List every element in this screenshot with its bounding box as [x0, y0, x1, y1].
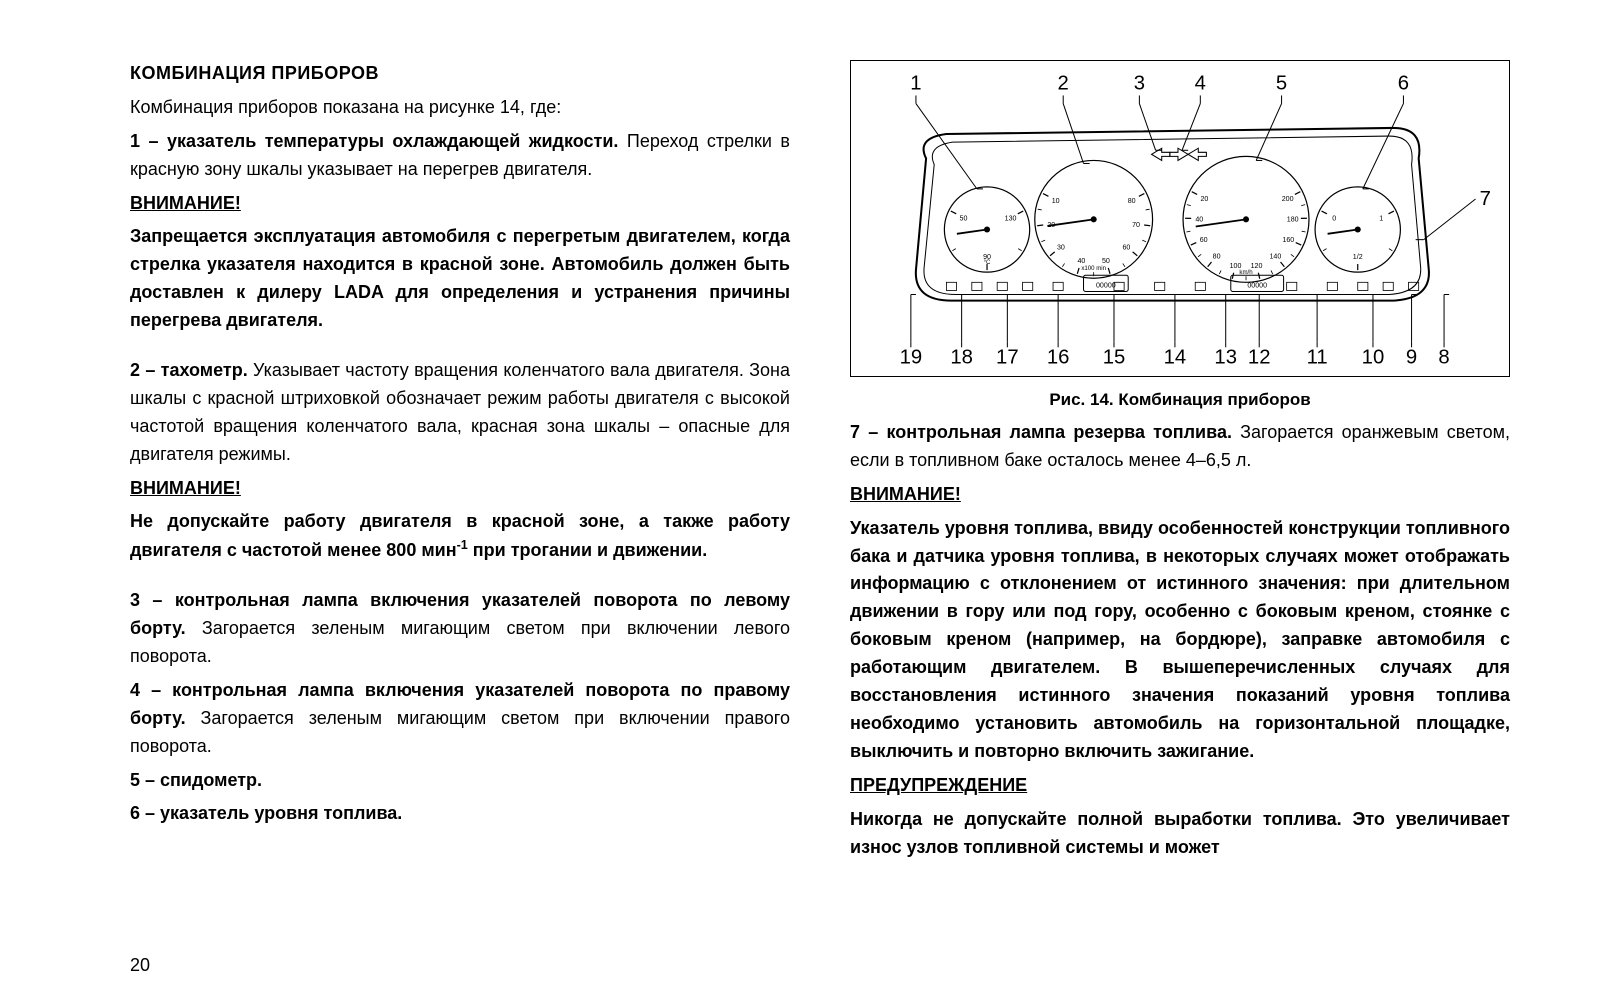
svg-text:30: 30 [1057, 244, 1065, 252]
warning-body: Никогда не допускайте полной выработки т… [850, 806, 1510, 862]
cluster-svg: 5090130°C1020304050607080x100 min2040608… [855, 67, 1505, 372]
item-7-label: 7 – контрольная лампа резерва топлива. [850, 422, 1232, 442]
svg-text:14: 14 [1164, 347, 1187, 369]
attention-2-label: ВНИМАНИЕ! [130, 475, 790, 503]
svg-text:40: 40 [1195, 216, 1203, 224]
svg-text:00000: 00000 [1247, 281, 1267, 289]
svg-text:8: 8 [1438, 347, 1449, 369]
item-1: 1 – указатель температуры охлаждающей жи… [130, 128, 790, 184]
instrument-cluster-figure: 5090130°C1020304050607080x100 min2040608… [850, 60, 1510, 377]
intro-text: Комбинация приборов показана на рисунке … [130, 94, 790, 122]
svg-text:50: 50 [1102, 257, 1110, 265]
attention-1-label: ВНИМАНИЕ! [130, 190, 790, 218]
item-5: 5 – спидометр. [130, 767, 790, 795]
item-3: 3 – контрольная лампа включения указател… [130, 587, 790, 671]
item-1-label: 1 – указатель температуры охлаждающей жи… [130, 131, 618, 151]
svg-text:70: 70 [1132, 221, 1140, 229]
svg-text:00000: 00000 [1096, 281, 1116, 289]
item-4-body: Загорается зеленым мигающим светом при в… [130, 708, 790, 756]
svg-text:160: 160 [1282, 236, 1294, 244]
svg-text:2: 2 [1058, 72, 1069, 94]
manual-page: КОМБИНАЦИЯ ПРИБОРОВ Комбинация приборов … [0, 0, 1600, 1000]
svg-text:60: 60 [1200, 236, 1208, 244]
svg-text:11: 11 [1307, 347, 1328, 369]
svg-text:18: 18 [950, 347, 973, 369]
svg-text:40: 40 [1077, 257, 1085, 265]
item-3-body: Загорается зеленым мигающим светом при в… [130, 618, 790, 666]
svg-text:16: 16 [1047, 347, 1070, 369]
svg-text:140: 140 [1269, 253, 1281, 261]
item-2: 2 – тахометр. Указывает частоту вращения… [130, 357, 790, 469]
svg-text:180: 180 [1287, 216, 1299, 224]
left-column: КОМБИНАЦИЯ ПРИБОРОВ Комбинация приборов … [130, 60, 790, 970]
right-column: 5090130°C1020304050607080x100 min2040608… [850, 60, 1510, 970]
attention-2-body: Не допускайте работу двигателя в красной… [130, 508, 790, 565]
svg-text:80: 80 [1128, 197, 1136, 205]
item-6: 6 – указатель уровня топлива. [130, 800, 790, 828]
svg-text:50: 50 [960, 215, 968, 223]
section-title: КОМБИНАЦИЯ ПРИБОРОВ [130, 60, 790, 88]
item-4: 4 – контрольная лампа включения указател… [130, 677, 790, 761]
svg-text:1/2: 1/2 [1353, 253, 1363, 261]
svg-text:3: 3 [1134, 72, 1145, 94]
svg-text:0: 0 [1332, 215, 1336, 223]
svg-text:60: 60 [1122, 244, 1130, 252]
figure-caption: Рис. 14. Комбинация приборов [850, 387, 1510, 413]
svg-text:19: 19 [900, 347, 923, 369]
svg-text:5: 5 [1276, 72, 1287, 94]
svg-text:10: 10 [1052, 197, 1060, 205]
svg-text:7: 7 [1480, 188, 1491, 210]
svg-text:130: 130 [1005, 215, 1017, 223]
page-number: 20 [130, 955, 150, 976]
svg-text:9: 9 [1406, 347, 1417, 369]
svg-text:10: 10 [1362, 347, 1385, 369]
svg-text:15: 15 [1103, 347, 1126, 369]
warning-label: ПРЕДУПРЕЖДЕНИЕ [850, 772, 1510, 800]
svg-text:200: 200 [1282, 195, 1294, 203]
item-7: 7 – контрольная лампа резерва топлива. З… [850, 419, 1510, 475]
svg-text:°C: °C [984, 259, 991, 266]
svg-text:6: 6 [1398, 72, 1409, 94]
svg-text:13: 13 [1214, 347, 1237, 369]
attention-1-body: Запрещается эксплуатация автомобиля с пе… [130, 223, 790, 335]
svg-text:1: 1 [1379, 215, 1383, 223]
svg-text:80: 80 [1213, 253, 1221, 261]
svg-text:4: 4 [1195, 72, 1206, 94]
attention-right-label: ВНИМАНИЕ! [850, 481, 1510, 509]
item-2-label: 2 – тахометр. [130, 360, 248, 380]
svg-text:1: 1 [910, 72, 921, 94]
attention-right-body: Указатель уровня топлива, ввиду особенно… [850, 515, 1510, 766]
svg-text:20: 20 [1200, 195, 1208, 203]
svg-text:17: 17 [996, 347, 1019, 369]
svg-text:x100 min: x100 min [1081, 265, 1106, 272]
svg-text:12: 12 [1248, 347, 1271, 369]
